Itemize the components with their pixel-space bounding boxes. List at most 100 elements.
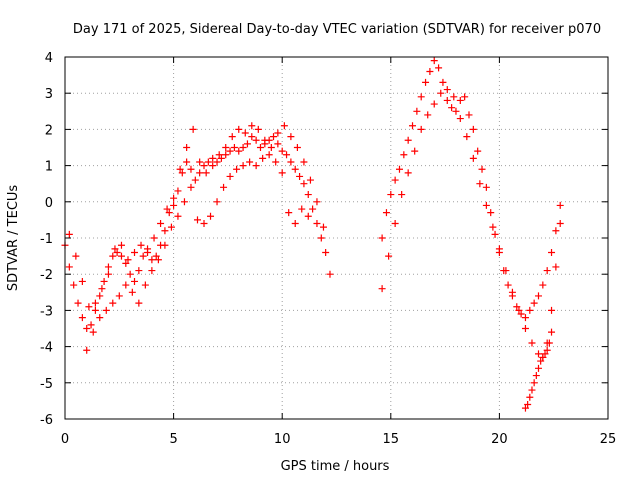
data-point xyxy=(534,292,542,300)
data-point xyxy=(456,115,464,123)
data-point xyxy=(543,267,551,275)
data-point xyxy=(104,263,112,271)
data-point xyxy=(300,158,308,166)
data-point xyxy=(209,162,217,170)
data-point xyxy=(178,169,186,177)
data-point xyxy=(515,306,523,314)
data-point xyxy=(233,165,241,173)
data-point xyxy=(122,259,130,267)
data-point xyxy=(243,140,251,148)
data-point xyxy=(437,89,445,97)
data-point xyxy=(191,176,199,184)
data-point xyxy=(319,223,327,231)
data-point xyxy=(204,158,212,166)
data-point xyxy=(443,86,451,94)
data-point xyxy=(548,248,556,256)
data-point xyxy=(274,129,282,137)
data-point xyxy=(298,205,306,213)
data-point xyxy=(85,303,93,311)
data-point xyxy=(261,136,269,144)
y-tick-label: -2 xyxy=(40,268,53,283)
data-point xyxy=(137,241,145,249)
data-point xyxy=(476,180,484,188)
data-point xyxy=(378,234,386,242)
data-point xyxy=(183,158,191,166)
data-point xyxy=(452,107,460,115)
data-point xyxy=(526,393,534,401)
data-point xyxy=(150,234,158,242)
data-point xyxy=(548,306,556,314)
data-point xyxy=(96,314,104,322)
data-point xyxy=(239,162,247,170)
data-point xyxy=(285,209,293,217)
data-point xyxy=(259,154,267,162)
data-point xyxy=(157,220,165,228)
series-segment-2 xyxy=(378,57,564,322)
data-point xyxy=(148,256,156,264)
data-point xyxy=(170,201,178,209)
data-point xyxy=(430,57,438,65)
data-point xyxy=(387,191,395,199)
data-point xyxy=(287,158,295,166)
data-point xyxy=(89,328,97,336)
series-segment-2-dip xyxy=(521,328,556,412)
data-point xyxy=(534,364,542,372)
data-point xyxy=(291,165,299,173)
series-segment-1-upper-branch xyxy=(65,122,327,311)
data-point xyxy=(309,205,317,213)
data-point xyxy=(422,78,430,86)
data-point xyxy=(270,133,278,141)
plot-frame xyxy=(64,56,609,420)
series-segment-1 xyxy=(61,133,334,332)
data-point xyxy=(521,314,529,322)
data-point xyxy=(543,346,551,354)
data-point xyxy=(102,306,110,314)
data-point xyxy=(487,209,495,217)
data-point xyxy=(252,162,260,170)
data-point xyxy=(98,285,106,293)
data-point xyxy=(474,147,482,155)
data-point xyxy=(539,353,547,361)
data-point xyxy=(450,93,458,101)
data-point xyxy=(411,147,419,155)
data-point xyxy=(502,267,510,275)
y-tick-label: -5 xyxy=(40,377,53,392)
data-point xyxy=(417,125,425,133)
data-point xyxy=(513,303,521,311)
data-point xyxy=(91,306,99,314)
data-point xyxy=(200,162,208,170)
data-point xyxy=(167,223,175,231)
data-point xyxy=(504,281,512,289)
data-point xyxy=(528,386,536,394)
data-point xyxy=(465,111,473,119)
data-point xyxy=(239,144,247,151)
data-point xyxy=(317,234,325,242)
data-point xyxy=(322,248,330,256)
data-point xyxy=(139,252,147,260)
data-point xyxy=(83,325,91,332)
data-point xyxy=(517,310,525,318)
data-point xyxy=(113,248,121,256)
data-point xyxy=(117,241,125,249)
data-point xyxy=(109,252,117,260)
data-point xyxy=(87,321,95,329)
data-point xyxy=(196,158,204,166)
data-point xyxy=(291,220,299,228)
data-point xyxy=(196,169,204,177)
data-point xyxy=(217,154,225,162)
data-point xyxy=(91,299,99,307)
data-point xyxy=(70,281,78,289)
data-point xyxy=(161,227,169,235)
data-point xyxy=(131,248,139,256)
data-point xyxy=(478,165,486,173)
data-point xyxy=(128,288,136,296)
x-tick-label: 15 xyxy=(383,432,400,447)
data-point xyxy=(526,306,534,314)
data-point xyxy=(391,220,399,228)
x-tick-label: 5 xyxy=(169,432,177,447)
y-tick-label: 0 xyxy=(45,196,53,211)
data-point xyxy=(180,198,188,206)
data-point xyxy=(430,100,438,108)
data-point xyxy=(83,346,91,354)
data-point xyxy=(111,245,119,253)
